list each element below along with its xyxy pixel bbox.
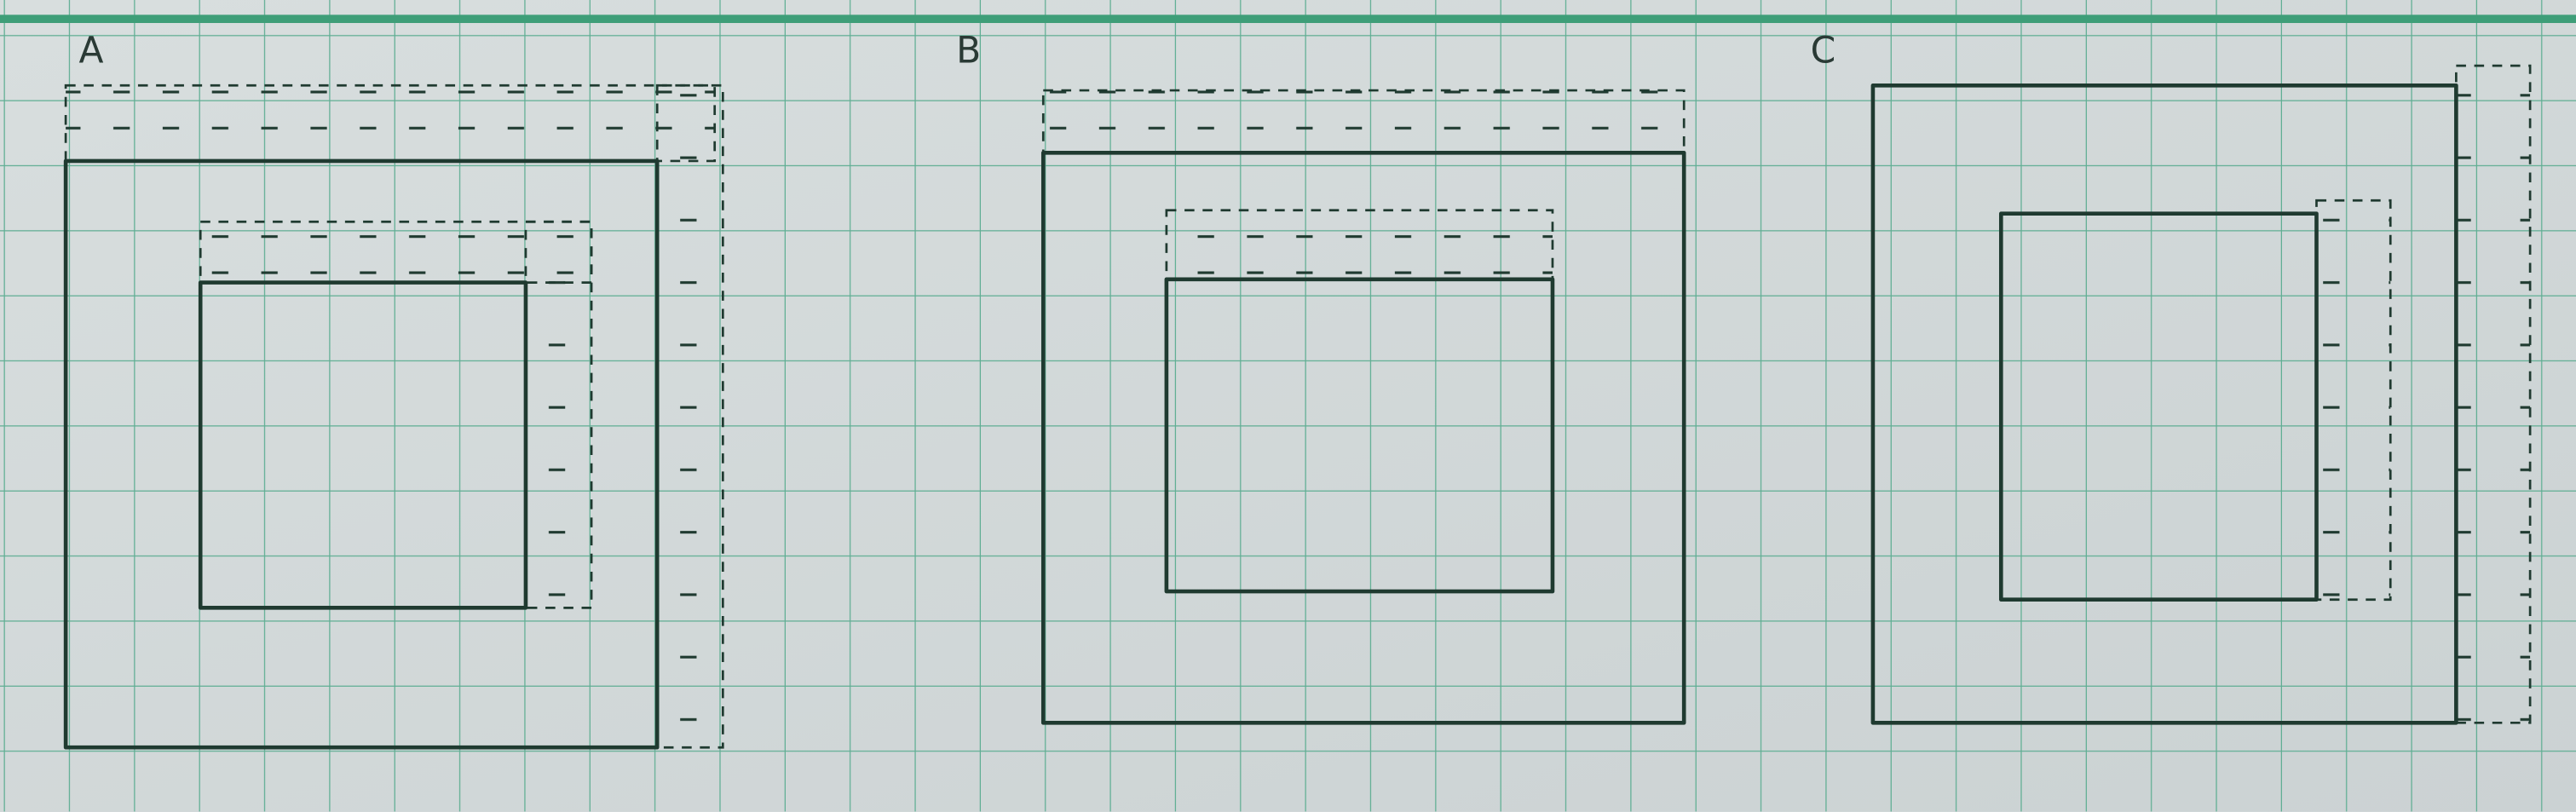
top-edge — [0, 14, 2576, 23]
panel-label: C — [1811, 30, 1836, 72]
strip — [64, 84, 717, 163]
inner-square — [1998, 211, 2319, 602]
strip — [524, 220, 593, 609]
panel-label: B — [956, 30, 981, 72]
inner-square — [198, 280, 528, 610]
panel-b: B — [956, 30, 1686, 725]
strip — [1165, 209, 1554, 281]
strip — [2455, 64, 2532, 724]
outer-square — [63, 158, 660, 750]
panel-c: C — [1811, 30, 2532, 725]
outer-square — [1870, 83, 2458, 725]
strip — [1041, 89, 1686, 154]
strip — [655, 84, 724, 749]
panel-a: A — [63, 30, 724, 750]
strip — [2315, 199, 2392, 602]
panel-label: A — [79, 30, 104, 72]
inner-square — [1164, 277, 1555, 594]
outer-square — [1040, 150, 1686, 725]
